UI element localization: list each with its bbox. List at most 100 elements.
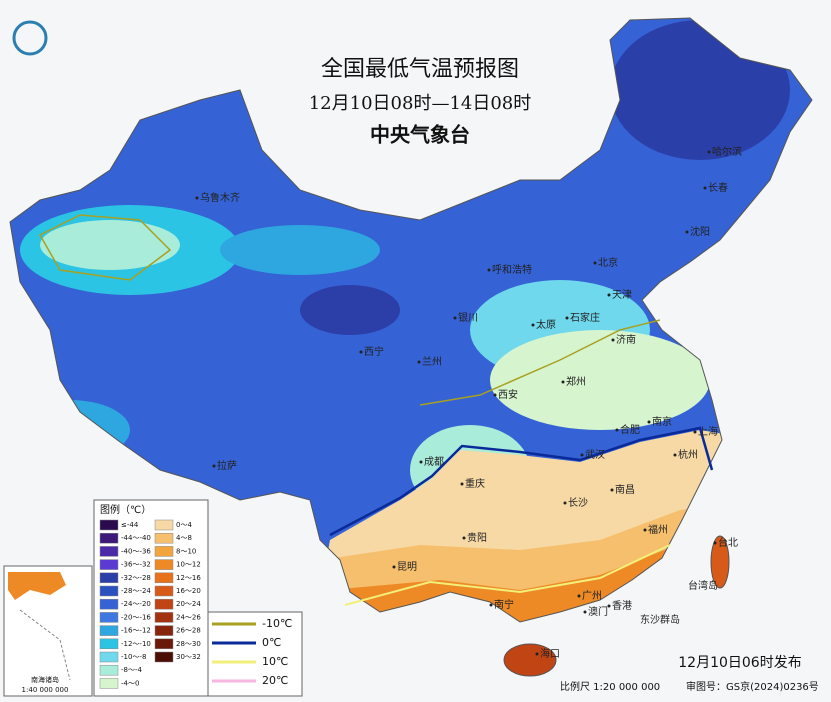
legend-label: 0～4	[176, 521, 192, 529]
city-dot	[580, 453, 584, 457]
place-label: 东沙群岛	[640, 613, 680, 626]
city-dot	[685, 230, 689, 234]
city-label: 银川	[458, 311, 478, 324]
city-dot	[493, 393, 497, 397]
city-label: 长春	[708, 182, 728, 194]
field-cold-plateau	[300, 285, 400, 335]
isotherm-10	[344, 544, 671, 606]
legend: ≤-44 -44～-40 -40～-36 -36～-32 -32～-28 -28～-24 -…	[99, 519, 201, 689]
city-dot	[611, 338, 615, 342]
city-dot	[610, 488, 614, 492]
legend-swatch	[154, 585, 174, 597]
legend-label: -28～-24	[121, 587, 151, 595]
legend-swatch	[99, 585, 119, 597]
city-label: 昆明	[397, 561, 417, 573]
legend-label: 16～20	[176, 587, 201, 595]
city-label: 沈阳	[690, 225, 710, 238]
cities: 乌鲁木齐 哈尔滨 长春 沈阳 北京 天津 呼和浩特 石家庄 太原 银川 济南 西…	[195, 145, 742, 660]
city-dot	[593, 261, 597, 265]
city-label: 广州	[582, 590, 602, 602]
legend-label: 30～32	[176, 653, 201, 661]
legend-label: 8～10	[176, 547, 196, 555]
field-light-west	[40, 220, 180, 270]
legend-swatch	[154, 638, 174, 650]
city-label: 西宁	[364, 345, 384, 358]
city-dot	[583, 610, 587, 614]
city-dot	[460, 482, 464, 486]
legend-label: 12～16	[176, 574, 201, 582]
city-dot	[392, 565, 396, 569]
city-label: 兰州	[422, 355, 442, 368]
city-label: 南宁	[494, 598, 514, 611]
legend-label: -16～-12	[121, 627, 151, 635]
field-mid	[220, 225, 380, 275]
city-label: 太原	[536, 318, 556, 331]
legend-swatch	[99, 572, 119, 584]
field-central	[490, 330, 710, 430]
city-dot	[713, 541, 717, 545]
city-dot	[577, 594, 581, 598]
legend-label: -12～-10	[121, 640, 151, 648]
city-dot	[703, 186, 707, 190]
legend-swatch	[99, 678, 119, 689]
legend-label: -8～-4	[121, 666, 143, 674]
legend-label: 28～30	[176, 640, 201, 648]
legend-label: -10～-8	[121, 653, 146, 661]
isotherm-legend: -10℃ 0℃ 10℃ 20℃	[212, 617, 292, 687]
city-dot	[453, 316, 457, 320]
city-dot	[535, 652, 539, 656]
hainan	[503, 643, 557, 677]
legend-label: 24～26	[176, 613, 201, 621]
city-dot	[417, 360, 421, 364]
city-label: 南昌	[615, 483, 635, 496]
city-label: 合肥	[620, 423, 640, 436]
inset-title: 南海诸岛	[31, 675, 59, 684]
place-label: 台湾岛	[688, 579, 718, 592]
city-label: 南京	[652, 415, 672, 428]
issued-time: 12月10日06时发布	[678, 655, 801, 671]
inset-boundary	[19, 609, 71, 681]
city-label: 济南	[616, 333, 636, 346]
legend-label: -40～-36	[121, 547, 151, 555]
legend-swatch	[154, 559, 174, 570]
legend-title: 图例（℃）	[100, 503, 151, 516]
city-label: 香港	[612, 600, 632, 612]
city-label: 乌鲁木齐	[200, 191, 240, 204]
isotherm-minus-10	[38, 214, 172, 281]
city-dot	[647, 420, 651, 424]
legend-swatch	[154, 612, 174, 623]
legend-label: -4～0	[121, 679, 139, 687]
city-dot	[693, 430, 697, 434]
legend-label: 10～12	[176, 561, 201, 569]
legend-label: 4～8	[176, 534, 192, 542]
legend-label: 26～28	[176, 627, 201, 635]
taiwan	[710, 535, 730, 589]
city-label: 长沙	[568, 497, 588, 509]
city-label: 哈尔滨	[712, 145, 742, 158]
city-dot	[561, 380, 565, 384]
city-dot	[489, 603, 493, 607]
legend-label: 20～24	[176, 600, 201, 608]
issuer: 中央气象台	[370, 123, 470, 147]
city-label: 石家庄	[570, 311, 600, 324]
legend-swatch	[154, 598, 174, 610]
isotherm-0	[329, 426, 714, 537]
legend-swatch	[154, 625, 174, 636]
city-dot	[615, 428, 619, 432]
city-label: 台北	[718, 536, 738, 549]
city-label: 杭州	[678, 448, 698, 461]
legend-swatch	[154, 651, 174, 663]
city-label: 海口	[540, 647, 560, 660]
city-dot	[673, 453, 677, 457]
period: 12月10日08时—14日08时	[309, 93, 532, 114]
city-dot	[462, 536, 466, 540]
city-dot	[565, 316, 569, 320]
legend-swatch	[154, 572, 174, 584]
city-label: 拉萨	[217, 459, 237, 472]
legend-label: -32～-28	[121, 574, 151, 582]
legend-swatch	[154, 532, 174, 544]
title: 全国最低气温预报图	[321, 57, 519, 82]
city-label: 天津	[612, 289, 632, 301]
city-dot	[707, 150, 711, 154]
isotherm-label: 0℃	[262, 636, 281, 649]
